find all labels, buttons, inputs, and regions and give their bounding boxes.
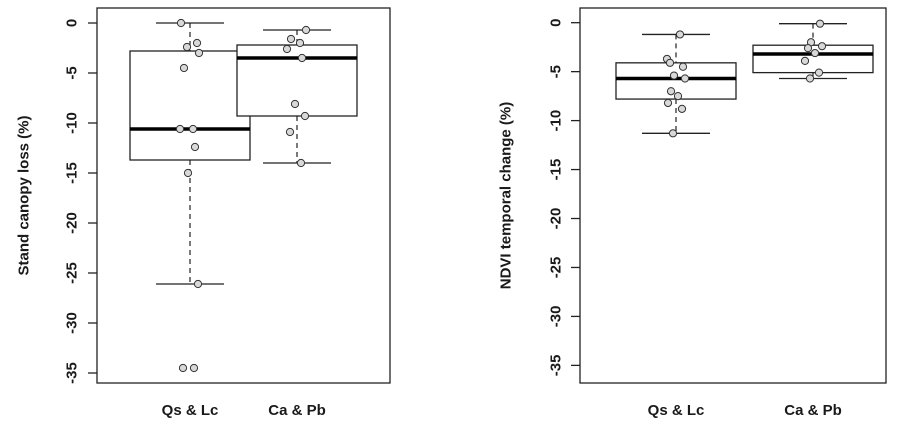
iqr-box: [129, 50, 251, 161]
y-tick-label: -20: [548, 208, 565, 230]
y-axis-title: Stand canopy loss (%): [16, 115, 33, 275]
data-point: [178, 363, 188, 373]
data-point: [817, 42, 827, 51]
data-point: [673, 92, 683, 101]
data-point: [810, 48, 820, 58]
y-tick-label: 0: [548, 19, 565, 27]
data-point: [282, 44, 292, 54]
y-tick-label: -5: [64, 66, 81, 79]
data-point: [189, 363, 199, 373]
data-point: [179, 63, 189, 73]
y-tick-label: -35: [64, 362, 81, 384]
plot-frame: [96, 7, 391, 384]
data-point: [182, 42, 192, 52]
data-point: [175, 124, 185, 134]
y-tick-label: -35: [548, 355, 565, 377]
plot-frame: [579, 7, 887, 384]
data-point: [295, 38, 305, 48]
y-tick-label: -20: [64, 212, 81, 234]
data-point: [668, 129, 678, 138]
data-point: [193, 279, 203, 289]
data-point: [297, 53, 307, 63]
x-category-label: Qs & Lc: [162, 402, 219, 419]
y-tick-label: -10: [548, 110, 565, 132]
data-point: [663, 98, 673, 108]
x-category-label: Ca & Pb: [268, 402, 326, 419]
y-tick-label: -25: [64, 262, 81, 284]
x-category-label: Qs & Lc: [648, 402, 705, 419]
y-tick-label: -10: [64, 112, 81, 134]
data-point: [678, 62, 688, 71]
iqr-box: [752, 44, 874, 74]
y-tick-label: 0: [64, 19, 81, 27]
data-point: [669, 71, 679, 80]
y-tick-label: -30: [548, 306, 565, 328]
data-point: [286, 34, 296, 44]
canopy-loss-panel: 0 -5 -10 -15 -20 -25 -30 -35 Stand canopy loss (…: [16, 7, 391, 419]
y-axis-title: NDVI temporal change (%): [498, 102, 515, 290]
data-point: [183, 168, 193, 178]
data-point: [290, 99, 300, 109]
data-point: [677, 104, 687, 113]
data-point: [665, 58, 675, 67]
y-tick-label: -30: [64, 312, 81, 334]
data-point: [300, 111, 310, 121]
data-point: [190, 142, 200, 152]
data-point: [675, 30, 685, 39]
data-point: [814, 68, 824, 77]
data-point: [666, 87, 676, 96]
data-point: [188, 124, 198, 134]
data-point: [301, 25, 311, 35]
data-point: [194, 48, 204, 58]
data-point: [800, 56, 810, 65]
data-point: [815, 19, 825, 28]
data-point: [803, 44, 813, 53]
data-point: [192, 38, 202, 48]
data-point: [296, 158, 306, 168]
data-point: [805, 74, 815, 83]
data-point: [285, 127, 295, 137]
ndvi-change-panel: 0 -5 -10 -15 -20 -25 -30 -35 NDVI temporal chang…: [498, 7, 887, 419]
y-tick-label: -5: [548, 65, 565, 78]
x-category-label: Ca & Pb: [784, 402, 842, 419]
y-tick-label: -15: [64, 162, 81, 184]
y-tick-label: -25: [548, 257, 565, 279]
data-point: [680, 74, 690, 83]
y-tick-label: -15: [548, 159, 565, 181]
data-point: [176, 18, 186, 28]
